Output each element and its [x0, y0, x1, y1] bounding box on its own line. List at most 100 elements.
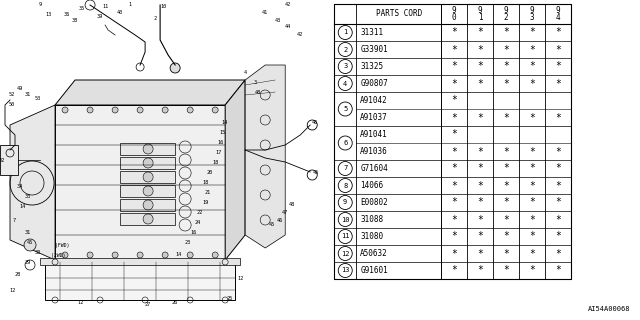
Text: 19: 19	[202, 199, 208, 204]
Text: *: *	[503, 180, 509, 190]
Text: 2: 2	[504, 13, 509, 22]
Polygon shape	[245, 65, 285, 248]
Text: *: *	[503, 44, 509, 54]
Text: 24: 24	[195, 220, 201, 225]
Circle shape	[212, 252, 218, 258]
Text: *: *	[556, 249, 561, 259]
Text: 0: 0	[452, 13, 456, 22]
Text: *: *	[477, 44, 483, 54]
Text: *: *	[503, 113, 509, 123]
Text: 17: 17	[215, 149, 221, 155]
Circle shape	[143, 172, 153, 182]
Text: (2WD): (2WD)	[51, 252, 65, 258]
Text: AI54A00068: AI54A00068	[588, 306, 630, 312]
Text: 50: 50	[9, 102, 15, 108]
Text: 7: 7	[343, 165, 348, 172]
Text: *: *	[451, 214, 457, 225]
Text: *: *	[477, 197, 483, 207]
Text: *: *	[503, 28, 509, 37]
Text: 14: 14	[175, 252, 181, 258]
Text: 11: 11	[341, 234, 349, 239]
Text: 6: 6	[343, 140, 348, 146]
Text: 9: 9	[530, 6, 534, 15]
Text: 9: 9	[478, 6, 483, 15]
Text: A91041: A91041	[360, 130, 388, 139]
Text: 16: 16	[217, 140, 223, 145]
Text: 23: 23	[185, 241, 191, 245]
Circle shape	[212, 107, 218, 113]
Text: 10: 10	[160, 4, 166, 10]
Polygon shape	[45, 262, 235, 300]
Text: *: *	[477, 78, 483, 89]
Text: 33: 33	[25, 195, 31, 199]
Text: 9: 9	[452, 6, 456, 15]
Text: 11: 11	[102, 4, 108, 10]
Text: *: *	[556, 197, 561, 207]
Circle shape	[143, 144, 153, 154]
Text: 2: 2	[343, 46, 348, 52]
Text: *: *	[477, 231, 483, 242]
Text: 31080: 31080	[360, 232, 383, 241]
Text: 35: 35	[79, 6, 85, 12]
Text: G90807: G90807	[360, 79, 388, 88]
Text: *: *	[556, 164, 561, 173]
Text: 48: 48	[289, 202, 295, 206]
Circle shape	[143, 200, 153, 210]
Polygon shape	[245, 80, 275, 235]
Text: 13: 13	[341, 268, 349, 274]
Text: 26: 26	[172, 300, 179, 305]
Text: *: *	[503, 249, 509, 259]
Text: 45: 45	[269, 222, 275, 228]
Circle shape	[62, 107, 68, 113]
Text: 4: 4	[556, 13, 561, 22]
Text: *: *	[529, 28, 535, 37]
Text: 4: 4	[343, 81, 348, 86]
Text: *: *	[556, 266, 561, 276]
Text: 9: 9	[504, 6, 509, 15]
Text: 18: 18	[212, 159, 218, 164]
Text: 1: 1	[343, 29, 348, 36]
Text: 49: 49	[17, 85, 23, 91]
Text: *: *	[451, 61, 457, 71]
Circle shape	[112, 107, 118, 113]
Text: *: *	[556, 44, 561, 54]
Text: 3: 3	[253, 79, 257, 84]
Text: *: *	[556, 28, 561, 37]
Bar	[0, 145, 18, 175]
Text: *: *	[451, 231, 457, 242]
Bar	[120, 171, 175, 183]
Text: *: *	[529, 266, 535, 276]
Circle shape	[143, 186, 153, 196]
Text: 12: 12	[237, 276, 243, 281]
Bar	[120, 213, 175, 225]
Circle shape	[143, 158, 153, 168]
Text: 45: 45	[313, 170, 319, 174]
Text: 1: 1	[129, 3, 132, 7]
Text: 39: 39	[97, 13, 103, 19]
Text: 2: 2	[154, 15, 157, 20]
Text: 31088: 31088	[360, 215, 383, 224]
Text: *: *	[477, 249, 483, 259]
Text: 48: 48	[255, 90, 261, 94]
Text: 42: 42	[285, 2, 291, 6]
Text: 41: 41	[262, 10, 268, 14]
Text: *: *	[529, 197, 535, 207]
Text: A50632: A50632	[360, 249, 388, 258]
Text: *: *	[503, 197, 509, 207]
Text: 12: 12	[9, 287, 15, 292]
Text: *: *	[529, 44, 535, 54]
Polygon shape	[55, 105, 225, 260]
Circle shape	[162, 252, 168, 258]
Circle shape	[87, 252, 93, 258]
Text: 14066: 14066	[360, 181, 383, 190]
Text: *: *	[477, 266, 483, 276]
Text: 22: 22	[197, 210, 204, 214]
Text: E00802: E00802	[360, 198, 388, 207]
Text: G91601: G91601	[360, 266, 388, 275]
Text: 4: 4	[244, 69, 247, 75]
Circle shape	[162, 107, 168, 113]
Text: 46: 46	[277, 218, 284, 222]
Text: 9: 9	[38, 3, 42, 7]
Text: *: *	[477, 28, 483, 37]
Text: 7: 7	[12, 218, 15, 222]
